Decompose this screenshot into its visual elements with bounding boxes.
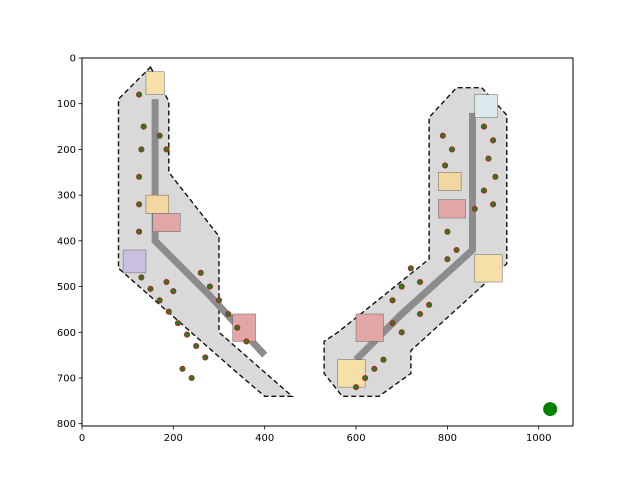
room-0 [145, 194, 170, 214]
plant-16 [188, 374, 195, 382]
plant-29 [480, 123, 487, 130]
plant-50 [490, 201, 497, 208]
x-tick-label-2: 400 [255, 433, 274, 444]
plant-7 [163, 146, 170, 153]
plant-46 [352, 384, 360, 391]
plant-41 [416, 310, 424, 318]
room-8 [474, 254, 503, 283]
plant-12 [174, 320, 181, 327]
plant-0 [136, 91, 143, 98]
y-tick-label-8: 800 [57, 419, 76, 430]
plant-48 [444, 256, 451, 263]
plant-5 [136, 228, 143, 235]
plant-20 [215, 297, 223, 304]
plant-8 [138, 274, 145, 281]
room-6 [355, 313, 384, 342]
plant-10 [156, 297, 163, 304]
x-tick-label-1: 200 [164, 433, 183, 444]
plant-38 [389, 297, 396, 304]
plant-49 [471, 205, 478, 212]
plant-40 [398, 329, 405, 336]
plant-30 [490, 137, 497, 144]
x-tick-label-0: 0 [79, 433, 85, 444]
y-tick-label-4: 400 [57, 236, 76, 247]
x-tick-label-3: 600 [346, 433, 365, 444]
plant-26 [439, 132, 446, 139]
room-4 [438, 172, 462, 191]
plant-4 [136, 201, 143, 208]
plant-36 [416, 278, 424, 286]
plant-43 [362, 374, 369, 382]
plant-6 [156, 132, 163, 139]
plant-35 [407, 265, 414, 272]
plant-13 [184, 331, 191, 338]
y-tick-label-0: 0 [70, 54, 76, 65]
plant-44 [371, 365, 378, 372]
plant-22 [234, 324, 241, 331]
plant-11 [165, 308, 172, 315]
y-axis: 0 100 200 300 400 500 600 700 800 [57, 54, 82, 430]
plant-19 [206, 283, 213, 290]
floor-plan-image [117, 65, 508, 397]
x-tick-label-5: 1000 [526, 433, 551, 444]
plant-47 [453, 246, 460, 254]
plant-27 [448, 146, 456, 153]
y-tick-label-1: 100 [57, 99, 76, 110]
y-tick-label-6: 600 [57, 328, 76, 339]
axes-frame [81, 57, 574, 427]
room-5 [438, 199, 466, 219]
plant-45 [380, 356, 387, 363]
plant-14 [193, 342, 200, 350]
plant-21 [225, 310, 232, 318]
plant-15 [202, 354, 209, 361]
left-wing-outline [117, 65, 294, 397]
data-markers [543, 402, 558, 417]
x-tick-label-4: 800 [438, 433, 457, 444]
plant-9 [147, 285, 154, 292]
plant-2 [138, 146, 145, 153]
marker-0-0 [543, 402, 558, 417]
plant-31 [485, 155, 492, 162]
room-1 [152, 213, 181, 232]
plant-23 [243, 338, 250, 345]
room-2 [122, 249, 147, 274]
plant-37 [398, 283, 405, 290]
y-tick-label-7: 700 [57, 374, 76, 385]
plant-32 [492, 173, 499, 180]
plant-42 [426, 301, 433, 308]
room-10 [474, 94, 498, 118]
room-9 [145, 71, 165, 95]
plant-39 [389, 320, 396, 327]
plant-28 [442, 162, 449, 169]
plant-33 [480, 187, 487, 194]
y-tick-label-3: 300 [57, 191, 76, 202]
plant-34 [444, 228, 451, 235]
plant-17 [179, 365, 186, 372]
room-7 [337, 359, 366, 388]
y-tick-label-2: 200 [57, 145, 76, 156]
y-tick-label-5: 500 [57, 282, 76, 293]
x-axis: 0 200 400 600 800 1000 [79, 426, 551, 444]
plant-25 [163, 278, 170, 286]
plant-24 [170, 288, 177, 295]
plant-3 [136, 173, 143, 180]
plant-1 [140, 123, 147, 130]
plant-18 [197, 269, 204, 276]
